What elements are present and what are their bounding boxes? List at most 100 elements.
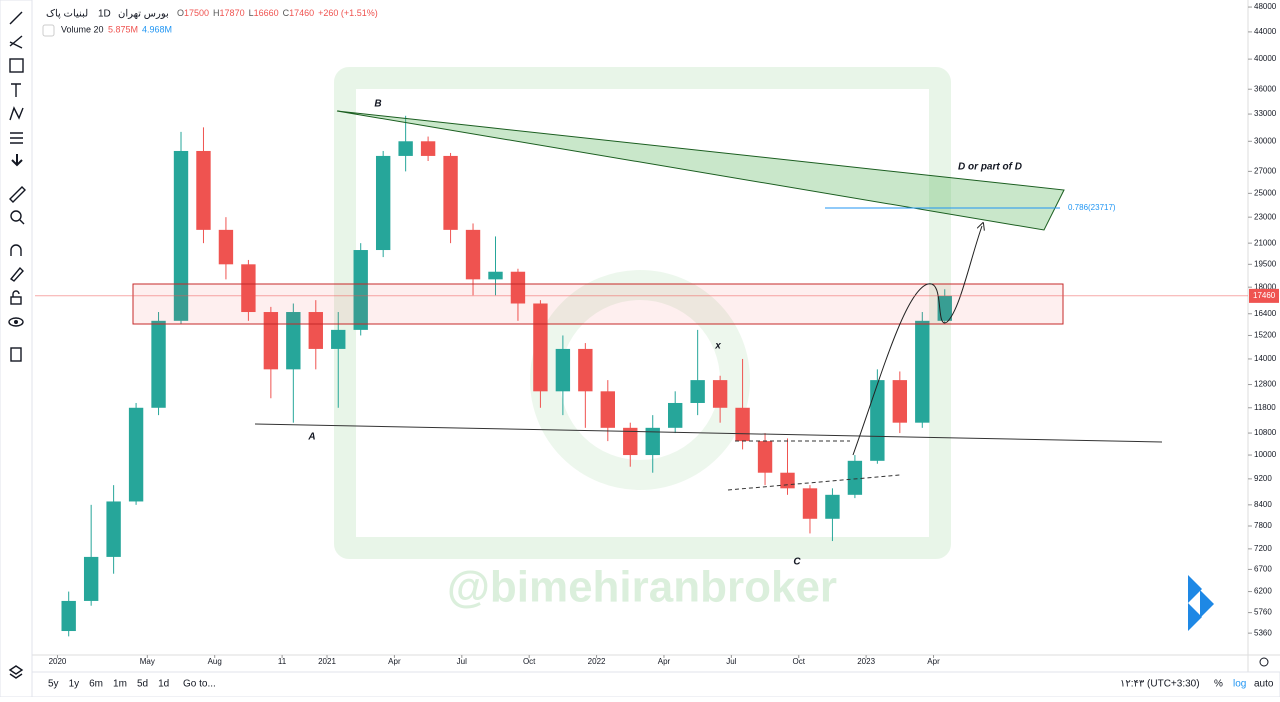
y-tick-label: 21000 (1254, 238, 1277, 247)
tool[interactable] (9, 266, 24, 282)
tool[interactable] (11, 83, 21, 97)
tool[interactable] (9, 186, 26, 203)
candle-body (196, 150, 211, 230)
y-tick-label: 11800 (1254, 403, 1276, 412)
candle-body (555, 348, 571, 392)
x-tick-label: 2020 (49, 657, 67, 666)
quote-key: H (213, 8, 220, 18)
x-tick-label: Jul (726, 657, 736, 666)
candle-body (286, 312, 301, 370)
candle-body (937, 295, 952, 321)
quote: O17500 H17870 L16660 C17460 +260 (+1.51%) (177, 8, 378, 18)
triangle (336, 110, 1065, 231)
logo (1188, 575, 1214, 631)
tool[interactable] (10, 132, 23, 144)
tool[interactable] (11, 154, 23, 167)
candle-body (331, 329, 346, 349)
y-tick-label: 40000 (1254, 54, 1277, 63)
candle-body (735, 407, 750, 442)
y-tick-label: 12800 (1254, 380, 1277, 389)
y-tick-label: 6700 (1254, 565, 1272, 574)
tool[interactable] (10, 347, 22, 362)
y-tick-label: 14000 (1254, 354, 1277, 363)
volume-name: Volume 20 (61, 24, 104, 34)
percent-toggle[interactable]: % (1214, 679, 1223, 690)
dashed-line (727, 474, 901, 491)
range-button[interactable]: 1m (113, 679, 127, 690)
quote-key: C (283, 8, 290, 18)
log-toggle[interactable]: log (1233, 679, 1246, 690)
range-button[interactable]: 1y (69, 679, 80, 690)
tool[interactable] (9, 106, 24, 121)
y-tick-label: 33000 (1254, 109, 1277, 118)
tool[interactable] (10, 290, 22, 305)
y-tick-label: 44000 (1254, 27, 1277, 36)
y-tick-label: 27000 (1254, 166, 1277, 175)
candle-body (915, 320, 930, 423)
volume-value: 5.875M (108, 24, 138, 34)
x-tick-label: Oct (793, 657, 806, 666)
candle-body (151, 320, 166, 408)
wave-label: x (714, 341, 721, 352)
quote-change: +260 (+1.51%) (318, 8, 378, 18)
y-tick-label: 10000 (1254, 450, 1277, 459)
range-button[interactable]: 5y (48, 679, 59, 690)
y-tick-label: 7200 (1254, 544, 1272, 553)
candle-body (600, 391, 615, 428)
quote-value: 17870 (220, 8, 245, 18)
candle-body (443, 155, 458, 230)
candle-body (870, 380, 885, 461)
candle-body (241, 264, 256, 313)
tool[interactable] (9, 58, 24, 73)
tool[interactable] (10, 210, 25, 225)
candle-body (757, 441, 773, 473)
wave-label: C (793, 557, 801, 568)
watermark-text: @bimehiranbroker (447, 563, 837, 612)
x-tick-label: 2023 (857, 657, 875, 666)
auto-toggle[interactable]: auto (1254, 679, 1274, 690)
goto-button[interactable]: Go to... (183, 679, 216, 690)
collapse-button[interactable] (42, 24, 55, 37)
tool[interactable] (10, 244, 22, 256)
candle-body (825, 494, 840, 519)
tool[interactable] (9, 35, 23, 49)
y-tick-label: 25000 (1254, 188, 1277, 197)
x-tick-label: Apr (927, 657, 940, 666)
candle-body (668, 402, 683, 428)
tool[interactable] (8, 317, 24, 327)
candle-body (308, 312, 323, 349)
candle-body (375, 155, 391, 251)
candle-body (780, 472, 795, 489)
candle-body (645, 427, 660, 456)
toolbar (0, 0, 33, 698)
quote-key: L (249, 8, 254, 18)
last-price-box (1249, 288, 1279, 303)
interval: 1D (98, 9, 111, 20)
candle-body (61, 600, 76, 632)
y-tick-label: 5360 (1254, 628, 1272, 637)
range-button[interactable]: 5d (137, 679, 148, 690)
candle-body (690, 380, 705, 403)
candle-body (106, 501, 121, 557)
range-button[interactable]: 1d (158, 679, 169, 690)
y-tick-label: 30000 (1254, 136, 1277, 145)
x-tick-label: Apr (658, 657, 671, 666)
y-tick-label: 6200 (1254, 587, 1272, 596)
y-tick-label: 48000 (1254, 2, 1277, 11)
tool[interactable] (8, 665, 24, 679)
x-tick-label: Oct (523, 657, 536, 666)
x-tick-label: Jul (457, 657, 467, 666)
range-button[interactable]: 6m (89, 679, 103, 690)
settings-button[interactable] (1259, 657, 1269, 667)
wave-label: B (374, 99, 381, 110)
x-tick-label: Apr (388, 657, 401, 666)
y-tick-label: 5760 (1254, 608, 1272, 617)
candle-body (847, 460, 863, 495)
y-tick-label: 8400 (1254, 500, 1272, 509)
candle-body (533, 303, 548, 392)
tool[interactable] (9, 11, 23, 25)
y-tick-label: 19500 (1254, 259, 1277, 268)
candle-body (173, 150, 189, 321)
